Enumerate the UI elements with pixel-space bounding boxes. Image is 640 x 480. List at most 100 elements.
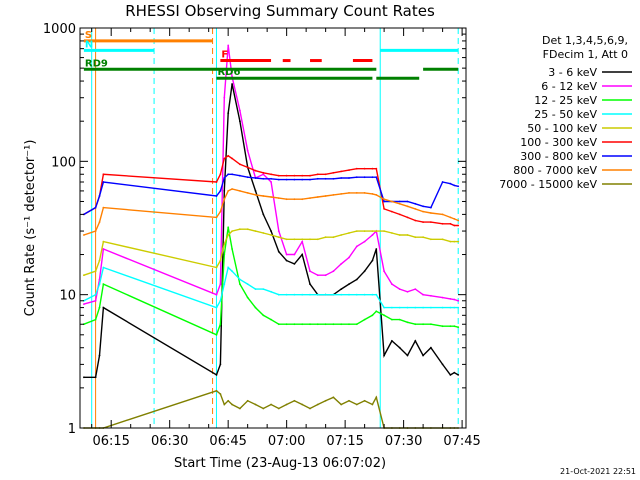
data-point-12-25-kev	[422, 323, 424, 326]
data-point-800-7000-kev	[414, 208, 417, 210]
data-point-50-100-kev	[262, 232, 265, 234]
data-point-100-300-kev	[414, 219, 417, 222]
data-point-6-12-kev	[457, 299, 460, 302]
data-point-7000-15000-kev	[316, 403, 319, 406]
data-point-50-100-kev	[340, 234, 343, 236]
data-point-800-7000-kev	[316, 196, 319, 198]
data-point-12-25-kev	[457, 326, 460, 329]
data-point-7000-15000-kev	[270, 403, 272, 406]
data-point-7000-15000-kev	[355, 403, 358, 406]
data-point-12-25-kev	[441, 325, 444, 328]
data-point-100-300-kev	[309, 174, 311, 177]
data-point-25-50-kev	[262, 288, 265, 290]
data-point-12-25-kev	[391, 318, 393, 321]
data-point-25-50-kev	[227, 266, 230, 269]
data-point-6-12-kev	[301, 240, 304, 243]
y-tick-label: 10	[59, 289, 76, 304]
data-point-50-100-kev	[422, 236, 424, 239]
data-point-100-300-kev	[441, 222, 444, 225]
data-point-3-6-kev	[414, 340, 417, 342]
data-point-3-6-kev	[309, 283, 311, 285]
flag-label-n: N	[85, 39, 93, 50]
legend-label-800-7000-kev: 800 - 7000 keV	[513, 164, 597, 177]
data-point-6-12-kev	[223, 96, 226, 99]
data-point-7000-15000-kev	[309, 407, 311, 410]
data-point-50-100-kev	[383, 230, 385, 233]
data-point-6-12-kev	[262, 173, 265, 176]
data-point-300-800-kev	[309, 178, 311, 181]
data-point-800-7000-kev	[94, 230, 97, 233]
data-point-7000-15000-kev	[246, 399, 249, 402]
data-point-50-100-kev	[355, 230, 358, 233]
data-point-7000-15000-kev	[285, 403, 288, 406]
data-point-100-300-kev	[227, 154, 230, 157]
y-tick-label: 1000	[43, 22, 76, 37]
x-tick-label: 07:15	[326, 434, 363, 449]
data-point-25-50-kev	[316, 293, 319, 296]
data-point-25-50-kev	[340, 293, 343, 296]
data-point-25-50-kev	[414, 306, 417, 309]
data-point-25-50-kev	[375, 293, 378, 296]
data-point-800-7000-kev	[285, 198, 288, 201]
data-point-3-6-kev	[285, 259, 288, 262]
data-point-3-6-kev	[277, 250, 280, 253]
data-point-3-6-kev	[355, 278, 358, 281]
data-point-800-7000-kev	[262, 195, 265, 197]
data-point-100-300-kev	[371, 167, 374, 170]
data-point-12-25-kev	[371, 314, 374, 317]
data-point-12-25-kev	[98, 306, 101, 309]
data-point-300-800-kev	[422, 205, 424, 208]
data-point-3-6-kev	[422, 354, 424, 357]
data-point-800-7000-kev	[398, 202, 401, 205]
data-point-25-50-kev	[285, 293, 288, 296]
data-point-12-25-kev	[363, 318, 366, 321]
data-point-12-25-kev	[239, 283, 241, 285]
data-point-300-800-kev	[355, 176, 358, 179]
data-point-50-100-kev	[215, 266, 218, 269]
data-point-3-6-kev	[340, 288, 343, 290]
data-point-300-800-kev	[301, 178, 304, 181]
data-point-50-100-kev	[430, 238, 432, 241]
data-point-12-25-kev	[406, 321, 409, 324]
data-point-800-7000-kev	[441, 213, 444, 216]
timestamp: 21-Oct-2021 22:51	[560, 467, 636, 476]
legend-label-3-6-kev: 3 - 6 keV	[548, 66, 597, 79]
data-point-3-6-kev	[262, 213, 265, 216]
data-point-800-7000-kev	[363, 192, 366, 194]
data-point-25-50-kev	[453, 306, 456, 309]
data-point-100-300-kev	[398, 213, 401, 216]
data-point-6-12-kev	[406, 290, 409, 293]
data-point-100-300-kev	[457, 224, 460, 227]
data-point-100-300-kev	[383, 208, 385, 210]
data-point-800-7000-kev	[246, 192, 249, 194]
data-point-6-12-kev	[414, 288, 417, 290]
data-point-6-12-kev	[293, 253, 296, 256]
data-point-12-25-kev	[332, 323, 335, 326]
data-point-3-6-kev	[293, 263, 296, 265]
data-point-50-100-kev	[223, 243, 226, 245]
data-point-50-100-kev	[277, 236, 280, 239]
data-point-800-7000-kev	[293, 198, 296, 201]
data-point-3-6-kev	[375, 248, 378, 250]
data-point-100-300-kev	[430, 221, 432, 224]
data-point-3-6-kev	[231, 83, 234, 85]
x-axis: 06:15 06:30 06:45 07:00 07:15 07:30 07:45	[91, 28, 481, 449]
data-point-6-12-kev	[453, 298, 456, 301]
data-point-25-50-kev	[371, 293, 374, 296]
data-point-800-7000-kev	[449, 216, 452, 219]
data-point-7000-15000-kev	[324, 399, 327, 402]
vertical-markers	[91, 28, 459, 428]
data-point-300-800-kev	[340, 177, 343, 179]
data-point-25-50-kev	[239, 278, 241, 281]
data-point-300-800-kev	[231, 173, 234, 176]
data-point-300-800-kev	[324, 177, 327, 180]
data-point-6-12-kev	[285, 253, 288, 256]
data-point-6-12-kev	[355, 245, 358, 248]
data-point-12-25-kev	[262, 314, 265, 317]
data-point-800-7000-kev	[239, 190, 241, 192]
data-point-800-7000-kev	[215, 216, 218, 219]
data-point-800-7000-kev	[348, 192, 350, 194]
data-point-7000-15000-kev	[375, 396, 378, 399]
data-point-12-25-kev	[316, 323, 319, 326]
data-point-300-800-kev	[398, 200, 401, 203]
